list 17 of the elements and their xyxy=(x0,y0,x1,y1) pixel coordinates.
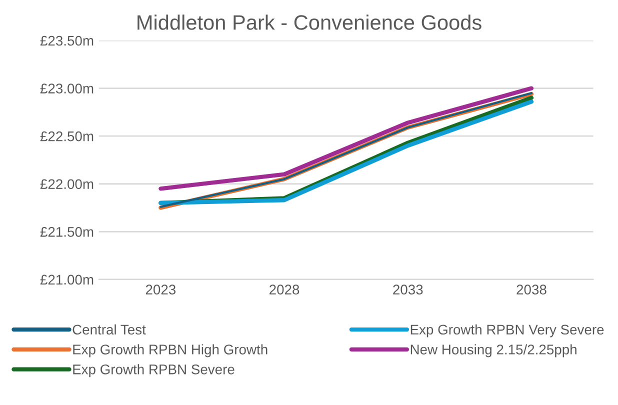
x-tick-label: 2023 xyxy=(146,284,176,295)
x-tick-label: 2033 xyxy=(393,284,423,295)
y-tick-label: £23.00m xyxy=(40,84,94,94)
legend-label: Exp Growth RPBN Severe xyxy=(73,364,234,378)
legend-label: New Housing 2.15/2.25pph xyxy=(410,344,576,358)
chart-title: Middleton Park - Convenience Goods xyxy=(138,14,482,30)
y-tick-label: £22.50m xyxy=(40,131,94,142)
y-tick-label: £23.50m xyxy=(40,36,94,46)
legend-label: Central Test xyxy=(72,324,146,335)
legend-label: Exp Growth RPBN High Growth xyxy=(73,344,268,358)
line-series xyxy=(158,86,534,191)
legend-label: Exp Growth RPBN Very Severe xyxy=(410,324,604,338)
x-tick-label: 2038 xyxy=(516,284,546,295)
y-tick-label: £21.50m xyxy=(40,226,94,237)
x-tick-label: 2028 xyxy=(270,284,300,295)
y-tick-label: £22.00m xyxy=(40,179,94,190)
y-tick-label: £21.00m xyxy=(40,274,94,285)
